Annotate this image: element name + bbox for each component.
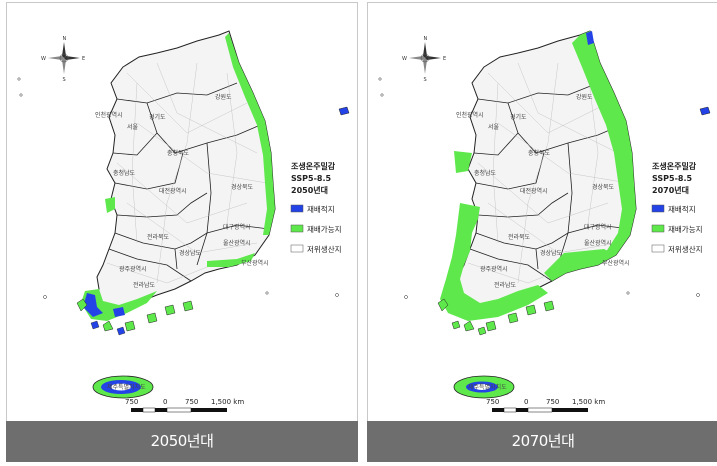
- legend-label-suitable: 재배적지: [668, 204, 696, 214]
- label-daejeon: 대전광역시: [520, 187, 548, 195]
- panel-caption: 2070년대: [367, 421, 717, 462]
- korea-map: N S E W: [17, 30, 350, 413]
- compass-rose-icon: N S E W: [402, 36, 446, 83]
- legend-title: 조생온주밀감: [652, 161, 697, 171]
- label-jeonbuk: 전라북도: [147, 233, 170, 241]
- label-chungnam: 충청남도: [474, 169, 497, 177]
- label-gangwon: 강원도: [576, 93, 593, 101]
- label-gwangju: 광주광역시: [119, 265, 147, 273]
- scale-label-zero: 0: [524, 398, 528, 406]
- compass-north-label: N: [424, 36, 428, 42]
- label-incheon: 인천광역시: [95, 111, 123, 119]
- southern-islands: [76, 298, 194, 332]
- compass-west-label: W: [41, 56, 46, 62]
- ulleung-island: [338, 106, 350, 116]
- scale-label-mid: 750: [546, 398, 559, 406]
- legend-swatch-possible: [651, 224, 665, 233]
- label-daegu: 대구광역시: [584, 223, 612, 231]
- korea-map: N S E W: [378, 30, 711, 413]
- compass-west-label: W: [402, 56, 407, 62]
- legend-period: 2070년대: [652, 185, 689, 195]
- label-jeju: 제주특별자치도: [468, 383, 507, 391]
- label-ulsan: 울산광역시: [584, 239, 612, 247]
- label-jeonnam: 전라남도: [133, 281, 156, 289]
- compass-east-label: E: [82, 56, 85, 62]
- compass-north-label: N: [63, 36, 67, 42]
- map-frame: N S E W: [6, 2, 358, 422]
- scale-bar: 750 0 750 1,500 km: [486, 398, 605, 413]
- legend-label-possible: 재배가능지: [668, 225, 703, 234]
- compass-south-label: S: [63, 77, 66, 83]
- legend-period: 2050년대: [291, 185, 328, 195]
- label-gyeonggi: 경기도: [510, 113, 527, 121]
- ulleung-island: [699, 106, 711, 116]
- legend-label-low: 저위생산지: [307, 244, 342, 254]
- legend-swatch-low: [290, 244, 304, 253]
- southern-islands: [437, 298, 555, 336]
- legend-swatch-suitable: [290, 204, 304, 213]
- label-chungbuk: 충청북도: [167, 149, 190, 157]
- label-jeju: 제주특별자치도: [107, 383, 146, 391]
- map-legend: 조생온주밀감 SSP5-8.5 2050년대 재배적지 재배가능지 저위생산지: [290, 161, 342, 254]
- map-frame: N S E W: [367, 2, 717, 422]
- label-chungbuk: 충청북도: [528, 149, 551, 157]
- legend-scenario: SSP5-8.5: [291, 174, 332, 183]
- jeju-island: [453, 375, 515, 399]
- map-panel-2050s: N S E W: [0, 0, 358, 466]
- map-panel-2070s: N S E W: [361, 0, 717, 466]
- legend-swatch-suitable: [651, 204, 665, 213]
- label-seoul: 서울: [488, 123, 500, 131]
- compass-east-label: E: [443, 56, 446, 62]
- label-gyeongbuk: 경상북도: [592, 183, 615, 191]
- legend-swatch-possible: [290, 224, 304, 233]
- label-gyeongnam: 경상남도: [540, 249, 563, 257]
- label-jeonbuk: 전라북도: [508, 233, 531, 241]
- peninsula-landmass: [94, 30, 276, 308]
- label-seoul: 서울: [127, 123, 139, 131]
- compass-rose-icon: N S E W: [41, 36, 85, 83]
- label-chungnam: 충청남도: [113, 169, 136, 177]
- legend-label-possible: 재배가능지: [307, 225, 342, 234]
- label-busan: 부산광역시: [241, 259, 269, 267]
- label-gyeonggi: 경기도: [149, 113, 166, 121]
- suitability-overlay: [81, 33, 275, 321]
- label-gangwon: 강원도: [215, 93, 232, 101]
- peninsula-landmass: [455, 30, 637, 308]
- legend-label-low: 저위생산지: [668, 244, 703, 254]
- label-jeonnam: 전라남도: [494, 281, 517, 289]
- label-busan: 부산광역시: [602, 259, 630, 267]
- legend-title: 조생온주밀감: [291, 161, 336, 171]
- label-daejeon: 대전광역시: [159, 187, 187, 195]
- scale-label-zero: 0: [163, 398, 167, 406]
- scale-bar: 750 0 750 1,500 km: [125, 398, 244, 413]
- label-incheon: 인천광역시: [456, 111, 484, 119]
- jeju-island: [92, 375, 154, 399]
- suitability-overlay: [440, 31, 636, 321]
- map-legend: 조생온주밀감 SSP5-8.5 2070년대 재배적지 재배가능지 저위생산지: [651, 161, 703, 254]
- scale-label-right: 1,500 km: [211, 398, 244, 406]
- label-ulsan: 울산광역시: [223, 239, 251, 247]
- scale-label-left: 750: [125, 398, 138, 406]
- label-gwangju: 광주광역시: [480, 265, 508, 273]
- label-daegu: 대구광역시: [223, 223, 251, 231]
- scale-label-left: 750: [486, 398, 499, 406]
- legend-label-suitable: 재배적지: [307, 204, 335, 214]
- legend-swatch-low: [651, 244, 665, 253]
- label-gyeongnam: 경상남도: [179, 249, 202, 257]
- scale-label-mid: 750: [185, 398, 198, 406]
- label-gyeongbuk: 경상북도: [231, 183, 254, 191]
- panel-caption: 2050년대: [6, 421, 358, 462]
- scale-label-right: 1,500 km: [572, 398, 605, 406]
- legend-scenario: SSP5-8.5: [652, 174, 693, 183]
- compass-south-label: S: [424, 77, 427, 83]
